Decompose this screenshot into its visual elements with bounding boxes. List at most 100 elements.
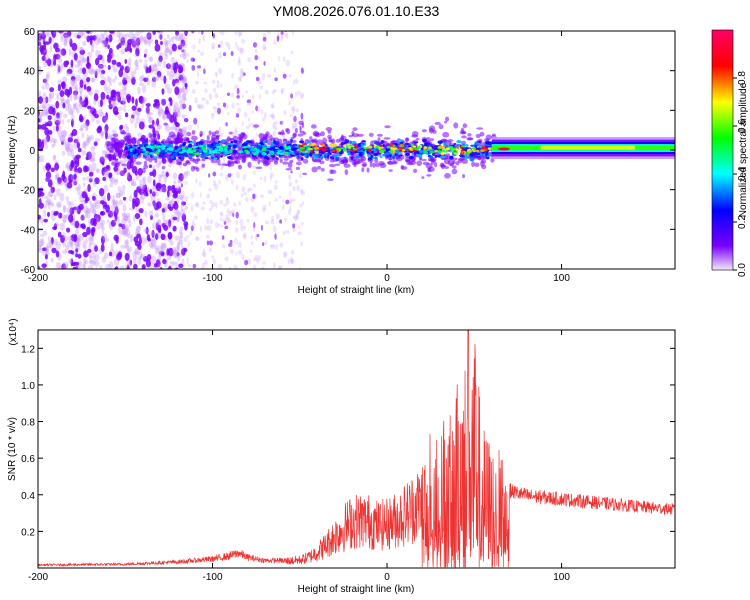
spectrogram-cell <box>91 115 95 123</box>
spectrogram-cell <box>223 145 228 149</box>
spectrogram-cell <box>62 241 67 247</box>
spectrogram-cell <box>42 92 47 100</box>
spectrogram-cell <box>135 116 141 125</box>
spectrogram-cell <box>287 161 293 169</box>
spectrogram-cell <box>236 87 240 95</box>
spectrogram-cell <box>55 188 61 197</box>
spectrogram-cell <box>289 151 294 154</box>
spectrogram-cell <box>253 183 256 189</box>
spectrogram-cell <box>136 139 140 146</box>
spectrogram-cell <box>182 52 185 58</box>
spectrogram-cell <box>98 63 102 73</box>
spectrogram-cell <box>191 88 196 94</box>
spectrogram-cell <box>107 141 114 146</box>
spectrogram-cell <box>86 86 92 92</box>
spectrogram-cell <box>49 90 55 100</box>
spectrogram-cell <box>55 112 61 119</box>
spectrogram-cell <box>134 170 138 176</box>
spectrogram-cell <box>94 201 101 210</box>
spectrogram-cell <box>76 237 80 247</box>
spectrogram-cell <box>108 270 114 274</box>
spectrogram-cell <box>485 140 490 145</box>
spectrogram-cell <box>175 208 179 215</box>
spectrogram-cell <box>280 88 283 94</box>
spectrogram-cell <box>412 145 416 148</box>
spectrogram-cell <box>241 253 245 261</box>
spectrogram-cell <box>227 217 231 221</box>
spectrogram-cell <box>341 159 349 164</box>
spectrogram-cell <box>241 94 245 98</box>
spectrogram-cell <box>299 203 303 208</box>
spectrogram-cell <box>75 87 79 93</box>
spectrogram-cell <box>145 259 151 268</box>
spectrogram-cell <box>236 155 242 161</box>
spectrogram-cell <box>42 78 47 83</box>
spectrogram-cell <box>156 245 163 254</box>
spectrogram-cell <box>267 145 270 148</box>
spectrogram-cell <box>247 56 252 62</box>
spectrogram-cell <box>277 149 283 152</box>
spectrogram-cell <box>212 105 216 110</box>
spectrogram-cell <box>107 147 115 152</box>
spectrogram-cell <box>171 197 175 206</box>
spectrogram-cell <box>128 31 134 40</box>
spectrogram-cell <box>153 77 159 82</box>
spectrogram-cell <box>208 93 213 101</box>
spectrogram-cell <box>113 139 121 146</box>
spectrogram-cell <box>55 124 59 132</box>
spectrogram-cell <box>70 241 74 250</box>
spectrogram-cell <box>59 192 65 202</box>
spectrogram-cell <box>284 141 288 144</box>
spectrogram-cell <box>73 234 78 243</box>
spectrogram-cell <box>195 236 200 241</box>
spectrogram-cell <box>45 246 49 255</box>
spectrogram-cell <box>90 259 95 267</box>
spectrogram-cell <box>119 89 124 97</box>
spectrogram-cell <box>245 90 249 94</box>
spectrogram-cell <box>276 35 280 42</box>
spectrogram-cell <box>281 198 285 202</box>
spectrogram-cell <box>147 116 153 124</box>
spectrogram-cell <box>183 40 186 45</box>
spectrogram-cell <box>248 187 253 192</box>
spectrogram-cell <box>332 154 338 158</box>
spectrogram-cell <box>78 234 84 241</box>
spectrogram-cell <box>398 149 403 152</box>
spectrogram-cell <box>39 238 44 247</box>
spectrogram-cell <box>116 61 122 67</box>
spectrogram-cell <box>382 143 385 147</box>
spectrogram-cell <box>182 76 188 85</box>
spectrogram-cell <box>314 132 322 138</box>
spectrogram-cell <box>137 107 142 112</box>
spectrogram-cell <box>218 67 223 75</box>
spectrogram-cell <box>145 105 149 114</box>
spectrogram-cell <box>330 169 337 174</box>
spectrogram-cell <box>221 163 228 166</box>
spectrogram-cell <box>156 218 162 227</box>
spectrogram-cell <box>392 155 395 160</box>
spectrogram-cell <box>272 88 278 93</box>
spectrogram-cell <box>67 103 72 111</box>
spectrogram-cell <box>461 174 466 179</box>
spectrogram-cell <box>61 140 64 145</box>
spectrogram-cell <box>298 173 303 179</box>
spectrogram-cell <box>52 140 56 147</box>
spectrogram-cell <box>47 115 52 121</box>
spectrogram-cell <box>185 160 191 164</box>
spectrogram-cell <box>474 162 480 168</box>
spectrogram-cell <box>139 151 145 154</box>
spectrogram-cell <box>274 77 278 82</box>
spectrogram-cell <box>104 40 108 48</box>
spectrogram-cell <box>330 144 335 148</box>
spectrogram-cell <box>491 133 496 137</box>
spectrogram-cell <box>134 247 140 255</box>
spectrogram-xlabel: Height of straight line (km) <box>298 285 415 296</box>
spectrogram-cell <box>77 253 82 259</box>
spectrogram-cell <box>137 86 141 95</box>
spectrogram-cell <box>310 149 314 153</box>
spectrogram-cell <box>142 96 148 103</box>
spectrogram-cell <box>262 36 267 42</box>
spectrogram-cell <box>184 223 188 231</box>
spectrogram-cell <box>164 53 168 61</box>
spectrogram-cell <box>67 165 71 172</box>
